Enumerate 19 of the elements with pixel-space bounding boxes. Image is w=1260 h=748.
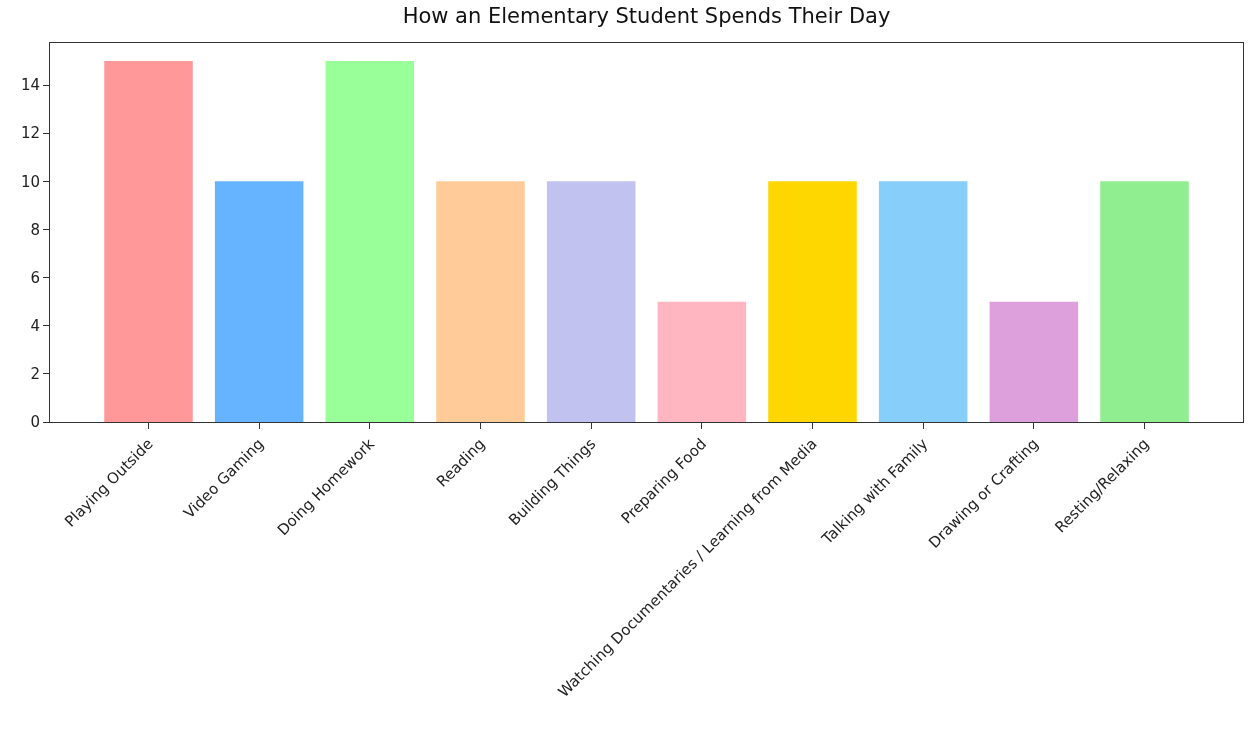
y-tick-label: 2 xyxy=(30,365,40,384)
bar xyxy=(214,181,304,422)
bar xyxy=(989,301,1079,422)
y-tick-label: 4 xyxy=(30,317,40,335)
bar xyxy=(878,181,968,422)
bar xyxy=(104,61,193,422)
y-tick-label: 0 xyxy=(30,413,40,432)
bar xyxy=(1100,181,1189,422)
y-tick-label: 8 xyxy=(30,220,40,239)
bar xyxy=(325,61,415,422)
bar xyxy=(436,181,525,422)
bar xyxy=(657,301,747,422)
y-tick-label: 14 xyxy=(20,76,40,95)
y-tick-label: 6 xyxy=(30,268,40,287)
bar xyxy=(546,181,636,422)
y-tick-label: 10 xyxy=(20,172,40,191)
chart-title: How an Elementary Student Spends Their Day xyxy=(402,3,891,28)
y-tick-label: 12 xyxy=(20,124,40,143)
bar xyxy=(768,181,857,422)
